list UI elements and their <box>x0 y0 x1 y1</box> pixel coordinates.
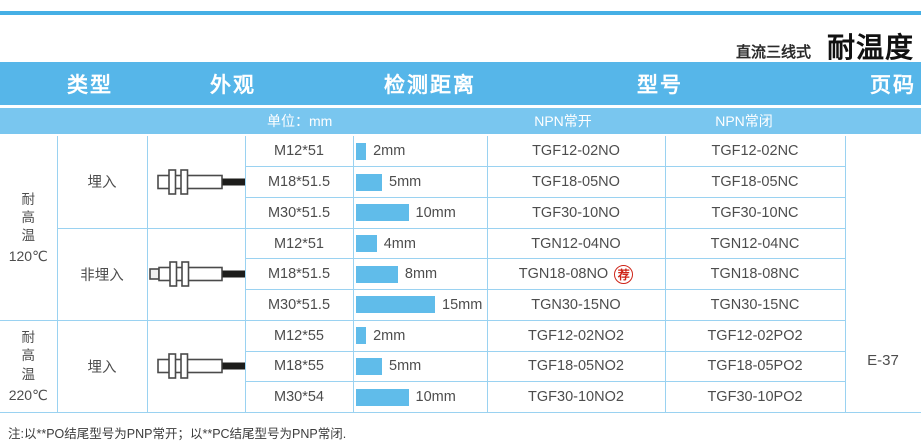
subheader-npn-nc: NPN常闭 <box>715 113 773 129</box>
table-header-band: 类型 外观 检测距离 型号 页码 <box>0 62 921 105</box>
distance-bar <box>355 235 377 253</box>
page-title: 耐温度 <box>826 32 914 63</box>
header-distance: 检测距离 <box>384 73 476 97</box>
table-row: 耐高温 220℃ 埋入 M12*55 2mm T <box>0 320 921 414</box>
temp-value: 120℃ <box>8 248 48 265</box>
model-npn-no-cell: TGN30-15NO <box>487 289 666 321</box>
model-text: TGN18-08NO <box>518 266 609 283</box>
distance-label: 4mm <box>383 235 416 252</box>
table-subheader-band: 单位：mm NPN常开 NPN常闭 <box>0 108 921 134</box>
distance-label: 15mm <box>442 296 483 313</box>
header-type: 类型 <box>67 73 113 97</box>
distance-label: 2mm <box>373 143 406 160</box>
temp-group-220: 耐高温 220℃ <box>0 320 58 414</box>
size-cell: M12*55 <box>245 320 354 352</box>
mount-type-nonflush: 非埋入 <box>57 228 148 321</box>
distance-bar <box>355 265 398 283</box>
model-npn-no-cell: TGF18-05NO2 <box>487 351 666 383</box>
temp-value: 220℃ <box>8 386 48 403</box>
distance-bar <box>355 357 382 375</box>
model-npn-nc-cell: TGN30-15NC <box>665 289 846 321</box>
distance-bar <box>355 204 409 222</box>
size-cell: M18*51.5 <box>245 258 354 291</box>
distance-cell: 5mm <box>353 351 488 383</box>
header-appearance: 外观 <box>210 73 256 97</box>
subheader-npn-no: NPN常开 <box>534 113 592 129</box>
distance-label: 10mm <box>415 389 456 406</box>
distance-cell: 2mm <box>353 320 488 352</box>
distance-label: 8mm <box>404 266 438 283</box>
size-cell: M18*51.5 <box>245 166 354 198</box>
recommended-badge: 荐 <box>614 264 634 284</box>
table-row: M18*51.5 8mm TGN18-08NO 荐 TGN18-08NC <box>0 258 921 291</box>
temp-label: 耐高温 <box>21 330 36 382</box>
appearance-cell <box>147 228 246 321</box>
table-row: M30*51.5 10mm TGF30-10NO TGF30-10NC <box>0 197 921 229</box>
size-cell: M12*51 <box>245 136 354 168</box>
size-cell: M30*54 <box>245 381 354 413</box>
distance-bar <box>355 388 409 406</box>
model-npn-no-cell: TGF18-05NO <box>487 166 666 198</box>
page-code: E-37 <box>867 351 899 369</box>
top-divider <box>0 11 921 15</box>
page-header: 直流三线式 耐温度 <box>736 26 914 66</box>
page-code-cell: E-37 <box>845 136 921 413</box>
size-cell: M30*51.5 <box>245 197 354 229</box>
size-cell: M18*55 <box>245 351 354 383</box>
distance-bar <box>355 327 367 345</box>
distance-bar <box>355 173 382 191</box>
distance-cell: 10mm <box>353 197 488 229</box>
model-npn-nc-cell: TGF18-05PO2 <box>665 351 846 383</box>
header-page: 页码 <box>870 73 916 97</box>
series-label: 直流三线式 <box>735 44 811 61</box>
mount-type-flush: 埋入 <box>57 136 148 229</box>
model-npn-nc-cell: TGN18-08NC <box>665 258 846 291</box>
model-npn-no-cell: TGF12-02NO2 <box>487 320 666 352</box>
flush-sensor-icon <box>156 169 244 195</box>
size-cell: M30*51.5 <box>245 289 354 321</box>
model-npn-nc-cell: TGN12-04NC <box>665 228 846 260</box>
model-npn-no-cell: TGF30-10NO2 <box>487 381 666 413</box>
distance-cell: 10mm <box>353 381 488 413</box>
model-npn-nc-cell: TGF18-05NC <box>665 166 846 198</box>
distance-label: 2mm <box>373 327 406 344</box>
distance-cell: 2mm <box>353 136 488 168</box>
table-row: 耐高温 120℃ 埋入 M12*51 2mm T <box>0 136 921 413</box>
distance-cell: 8mm <box>353 258 488 291</box>
table-row: M18*55 5mm TGF18-05NO2 TGF18-05PO2 <box>0 351 921 383</box>
model-npn-no-cell: TGF30-10NO <box>487 197 666 229</box>
model-npn-nc-cell: TGF12-02PO2 <box>665 320 846 352</box>
model-npn-nc-cell: TGF30-10PO2 <box>665 381 846 413</box>
model-npn-no-cell: TGN18-08NO 荐 <box>487 258 666 291</box>
flush-sensor-icon <box>156 353 244 380</box>
distance-cell: 4mm <box>353 228 488 260</box>
temp-label: 耐高温 <box>21 191 36 244</box>
subheader-unit: 单位：mm <box>267 113 333 129</box>
distance-label: 5mm <box>389 358 422 375</box>
header-model: 型号 <box>637 73 683 97</box>
distance-bar <box>355 296 435 314</box>
model-npn-nc-cell: TGF12-02NC <box>665 136 846 168</box>
mount-type-flush: 埋入 <box>57 320 148 414</box>
nonflush-sensor-icon <box>148 261 244 288</box>
table-row: M30*51.5 15mm TGN30-15NO TGN30-15NC <box>0 289 921 321</box>
model-npn-no-cell: TGF12-02NO <box>487 136 666 168</box>
distance-label: 5mm <box>389 174 422 191</box>
size-cell: M12*51 <box>245 228 354 260</box>
distance-cell: 5mm <box>353 166 488 198</box>
footer-note: 注:以**PO结尾型号为PNP常开；以**PC结尾型号为PNP常闭. <box>8 427 347 441</box>
model-npn-nc-cell: TGF30-10NC <box>665 197 846 229</box>
distance-label: 10mm <box>415 204 456 221</box>
spec-table: 耐高温 120℃ 埋入 M12*51 2mm T <box>0 136 921 414</box>
table-row: 非埋入 M12*51 4mm TGN12-04NO TGN12-04NC <box>0 228 921 321</box>
appearance-cell <box>147 320 246 414</box>
table-row: M18*51.5 5mm TGF18-05NO TGF18-05NC <box>0 166 921 198</box>
distance-cell: 15mm <box>353 289 488 321</box>
table-row: M30*54 10mm TGF30-10NO2 TGF30-10PO2 <box>0 381 921 413</box>
appearance-cell <box>147 136 246 229</box>
model-npn-no-cell: TGN12-04NO <box>487 228 666 260</box>
distance-bar <box>355 142 367 160</box>
temp-group-120: 耐高温 120℃ <box>0 136 58 321</box>
